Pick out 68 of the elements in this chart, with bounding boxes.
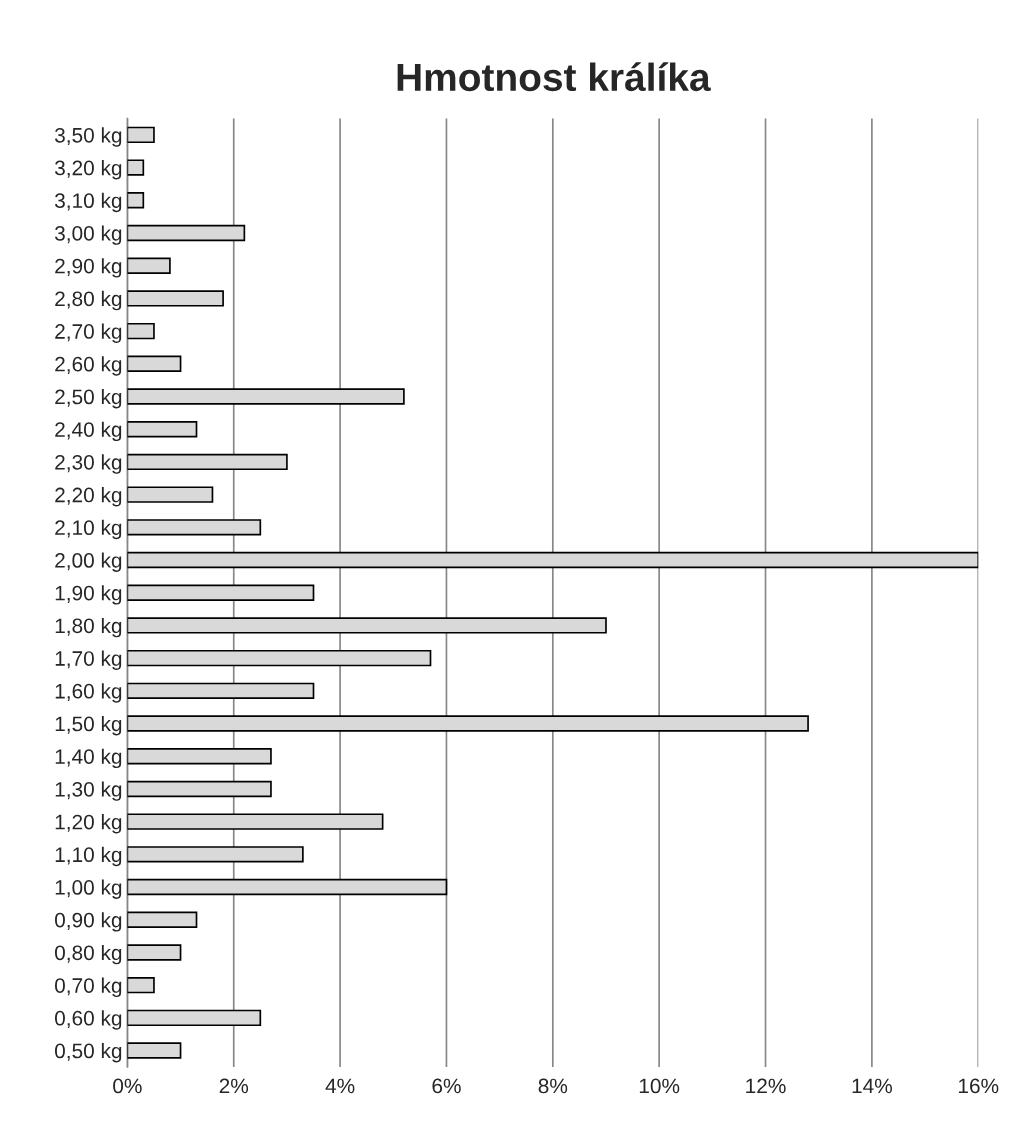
y-tick-label: 1,10 kg (55, 846, 122, 867)
bar (127, 715, 809, 732)
bar (127, 224, 246, 242)
y-tick-label: 2,30 kg (55, 454, 122, 474)
x-tick-label: 0% (113, 1078, 142, 1094)
y-tick-label: 2,50 kg (55, 388, 122, 409)
bar (127, 519, 262, 536)
y-tick-label: 1,80 kg (55, 617, 122, 638)
bar (127, 846, 304, 863)
bar (127, 1009, 262, 1027)
bar (127, 813, 384, 830)
bar (127, 453, 288, 471)
bar (127, 748, 272, 765)
bar (127, 388, 405, 405)
y-tick-label: 3,20 kg (54, 160, 122, 180)
bar (127, 322, 155, 340)
x-tick-label: 16% (958, 1078, 999, 1094)
bar (127, 257, 171, 274)
y-tick-label: 1,90 kg (55, 585, 122, 605)
y-tick-label: 3,00 kg (54, 225, 122, 245)
y-tick-label: 2,70 kg (55, 323, 122, 343)
x-tick-label: 6% (432, 1078, 461, 1094)
bar (127, 290, 224, 307)
bar (127, 486, 214, 503)
y-tick-label: 0,50 kg (54, 1043, 122, 1063)
x-tick-label: 12% (746, 1078, 786, 1094)
bar (127, 911, 198, 928)
y-tick-label: 1,50 kg (55, 715, 122, 736)
y-tick-label: 0,70 kg (54, 977, 122, 998)
bar (127, 976, 155, 994)
y-tick-label: 1,00 kg (55, 879, 122, 899)
bar (127, 551, 979, 569)
bar (127, 682, 315, 700)
y-tick-label: 0,90 kg (54, 912, 122, 932)
bar (127, 878, 448, 896)
bar (127, 584, 315, 601)
x-tick-label: 2% (219, 1078, 249, 1094)
y-tick-label: 2,40 kg (55, 421, 122, 442)
y-tick-label: 1,70 kg (55, 650, 122, 670)
x-tick-label: 8% (538, 1078, 568, 1094)
y-tick-label: 2,90 kg (55, 258, 122, 278)
x-tick-label: 14% (852, 1078, 892, 1094)
bar (127, 617, 607, 634)
y-tick-label: 2,10 kg (55, 519, 122, 540)
x-tick-label: 10% (639, 1078, 680, 1094)
bar (127, 780, 272, 798)
y-tick-label: 3,50 kg (54, 127, 122, 147)
bar (127, 159, 145, 176)
y-tick-label: 2,80 kg (55, 290, 122, 311)
bar (127, 421, 198, 438)
bar (127, 126, 155, 144)
y-tick-label: 2,20 kg (55, 487, 122, 507)
bar (127, 192, 145, 209)
y-tick-label: 2,00 kg (55, 552, 122, 572)
chart-title: Hmotnost králíka (397, 62, 711, 92)
y-tick-label: 1,30 kg (55, 781, 122, 801)
x-tick-label: 4% (325, 1078, 355, 1094)
bar (127, 944, 182, 961)
y-tick-label: 3,10 kg (54, 192, 122, 213)
bar (127, 355, 182, 373)
y-tick-label: 2,60 kg (55, 356, 122, 376)
bar (127, 649, 432, 667)
y-tick-label: 1,40 kg (55, 748, 122, 769)
y-tick-label: 0,60 kg (54, 1010, 122, 1030)
y-tick-label: 1,60 kg (55, 683, 122, 703)
y-tick-label: 0,80 kg (54, 944, 122, 965)
y-tick-label: 1,20 kg (55, 814, 122, 834)
bar (127, 1042, 182, 1059)
